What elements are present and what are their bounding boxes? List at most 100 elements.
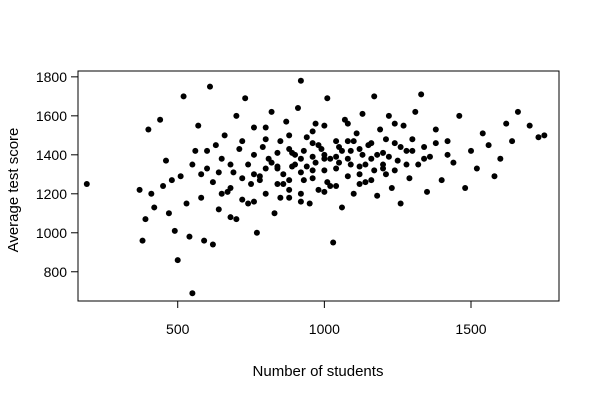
data-point bbox=[432, 126, 439, 133]
data-point bbox=[473, 165, 480, 172]
data-point bbox=[253, 229, 260, 236]
data-point bbox=[280, 181, 287, 188]
data-point bbox=[262, 124, 269, 131]
data-point bbox=[218, 155, 225, 162]
data-point bbox=[359, 110, 366, 117]
data-point bbox=[380, 149, 387, 156]
data-point bbox=[215, 169, 222, 176]
data-point bbox=[195, 122, 202, 129]
data-point bbox=[403, 161, 410, 168]
data-point bbox=[333, 153, 340, 160]
data-point bbox=[391, 167, 398, 174]
data-point bbox=[212, 142, 219, 149]
data-point bbox=[450, 159, 457, 166]
x-tick-label: 1000 bbox=[309, 321, 340, 337]
data-point bbox=[400, 122, 407, 129]
data-point bbox=[409, 136, 416, 143]
data-point bbox=[497, 155, 504, 162]
y-tick-label: 1800 bbox=[36, 69, 67, 85]
data-point bbox=[250, 171, 257, 178]
data-point bbox=[303, 163, 310, 170]
data-point bbox=[198, 171, 205, 178]
data-point bbox=[245, 200, 252, 207]
data-point bbox=[406, 175, 413, 182]
data-point bbox=[206, 83, 213, 90]
data-point bbox=[356, 181, 363, 188]
data-point bbox=[256, 177, 263, 184]
data-point bbox=[262, 190, 269, 197]
data-point bbox=[151, 204, 158, 211]
y-tick-label: 800 bbox=[44, 264, 68, 280]
data-point bbox=[204, 165, 211, 172]
plot-frame bbox=[77, 70, 560, 302]
data-point bbox=[171, 227, 178, 234]
data-point bbox=[526, 122, 533, 129]
data-point bbox=[297, 77, 304, 84]
data-point bbox=[201, 237, 208, 244]
data-point bbox=[83, 181, 90, 188]
data-point bbox=[412, 108, 419, 115]
data-point bbox=[297, 198, 304, 205]
data-point bbox=[160, 183, 167, 189]
data-point bbox=[286, 145, 293, 152]
data-points bbox=[83, 77, 548, 297]
data-point bbox=[491, 173, 498, 180]
data-point bbox=[324, 179, 331, 186]
data-point bbox=[368, 140, 375, 147]
data-point bbox=[157, 116, 164, 123]
data-point bbox=[297, 190, 304, 197]
data-point bbox=[382, 171, 389, 178]
data-point bbox=[321, 122, 328, 129]
data-point bbox=[424, 188, 431, 195]
data-point bbox=[297, 155, 304, 162]
data-point bbox=[344, 173, 351, 180]
data-point bbox=[306, 200, 313, 207]
data-point bbox=[168, 177, 175, 184]
data-point bbox=[312, 159, 319, 166]
data-point bbox=[397, 200, 404, 207]
data-point bbox=[303, 134, 310, 141]
data-point bbox=[239, 138, 246, 145]
data-point bbox=[183, 200, 190, 207]
data-point bbox=[274, 149, 281, 156]
data-point bbox=[198, 194, 205, 201]
data-point bbox=[336, 159, 343, 166]
data-point bbox=[189, 290, 196, 297]
y-tick-label: 1000 bbox=[36, 225, 67, 241]
data-point bbox=[250, 151, 257, 158]
data-point bbox=[165, 210, 172, 217]
data-point bbox=[180, 93, 187, 100]
data-point bbox=[277, 194, 284, 201]
data-point bbox=[353, 130, 360, 137]
y-axis-title: Average test score bbox=[5, 128, 22, 253]
data-point bbox=[312, 120, 319, 127]
data-point bbox=[374, 192, 381, 199]
data-point bbox=[274, 181, 281, 188]
data-point bbox=[418, 91, 425, 98]
data-point bbox=[227, 184, 234, 191]
data-point bbox=[333, 183, 340, 189]
data-point bbox=[286, 132, 293, 139]
data-point bbox=[356, 163, 363, 170]
data-point bbox=[315, 186, 322, 193]
data-point bbox=[204, 147, 211, 154]
data-point bbox=[148, 190, 155, 197]
data-point bbox=[333, 165, 340, 172]
data-point bbox=[177, 173, 184, 180]
data-point bbox=[421, 155, 428, 162]
data-point bbox=[277, 138, 284, 145]
data-point bbox=[233, 216, 240, 223]
data-point bbox=[250, 198, 257, 205]
data-point bbox=[444, 151, 451, 158]
data-point bbox=[374, 151, 381, 158]
data-point bbox=[347, 161, 354, 168]
data-point bbox=[142, 216, 149, 223]
data-point bbox=[262, 136, 269, 143]
data-point bbox=[227, 214, 234, 221]
data-point bbox=[283, 118, 290, 125]
data-point bbox=[535, 134, 542, 141]
data-point bbox=[286, 177, 293, 184]
y-axis: 800 1000 1200 1400 1600 1800 bbox=[36, 69, 79, 280]
